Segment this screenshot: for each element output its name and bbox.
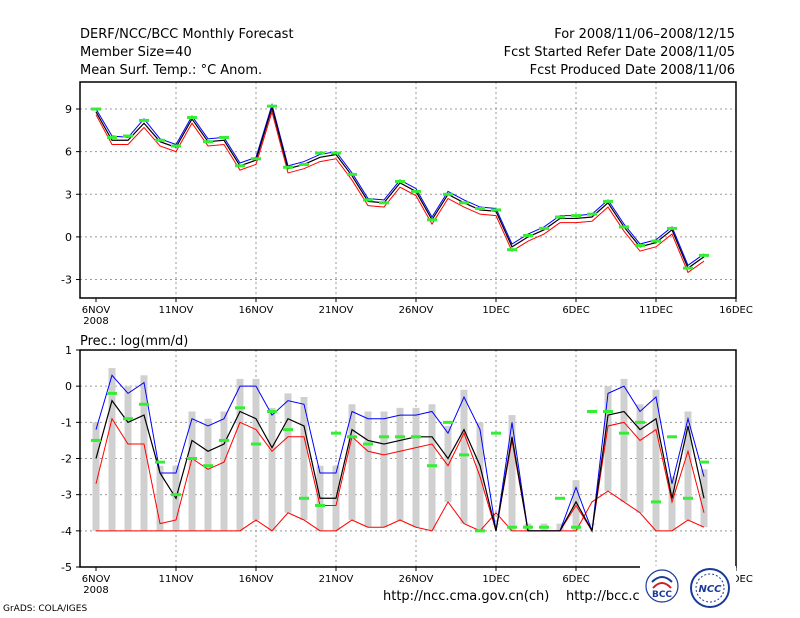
prec-spread-box [508, 415, 516, 531]
chart-title: DERF/NCC/BCC Monthly Forecast [80, 27, 294, 42]
temp-upper-line [95, 102, 705, 267]
prec-ytick-label: -3 [61, 489, 72, 502]
temp-xsublabel: 2008 [83, 316, 108, 327]
prec-spread-box [236, 378, 244, 531]
prec-spread-box [588, 523, 596, 525]
forecast-period: For 2008/11/06–2008/12/15 [554, 27, 735, 42]
prec-title: Prec.: log(mm/d) [80, 334, 188, 349]
prec-xtick-label: 21NOV [319, 574, 354, 585]
grads-credit: GrADS: COLA/IGES [3, 604, 88, 614]
prec-spread-box [124, 386, 132, 531]
prec-spread-box [396, 407, 404, 520]
prec-lower-line [95, 417, 705, 533]
prec-spread-box [284, 393, 292, 513]
temp-xtick-label: 6NOV [82, 305, 111, 316]
prec-spread-box [412, 407, 420, 528]
temp-lower-line [95, 110, 705, 274]
prec-min-line [96, 490, 705, 532]
temp-frame [79, 81, 737, 299]
temp-xtick-label: 11NOV [159, 305, 194, 316]
prec-spread-box [428, 404, 436, 531]
prec-spread-box [684, 411, 692, 520]
prec-spread-box [220, 411, 228, 531]
prec-spread-box [380, 411, 388, 528]
temp-xtick-label: 1DEC [482, 305, 509, 316]
temp-ytick-label: 6 [65, 146, 72, 159]
prec-xtick-label: 1DEC [482, 574, 509, 585]
prec-upper-line [95, 374, 705, 532]
prec-spread-box [492, 523, 500, 525]
temp-xtick-label: 21NOV [319, 305, 354, 316]
prec-spread-box [444, 425, 452, 502]
temp-xtick-label: 6DEC [562, 305, 589, 316]
prec-spread-box [620, 378, 628, 502]
bcc-logo-icon: BCC [645, 569, 679, 603]
prec-spread-box [364, 411, 372, 528]
start-date: Fcst Started Refer Date 2008/11/05 [503, 45, 735, 60]
prec-spread-box [204, 418, 212, 531]
prec-spread-box [300, 397, 308, 520]
produced-date: Fcst Produced Date 2008/11/06 [529, 63, 735, 78]
variable-label: Mean Surf. Temp.: °C Anom. [80, 63, 263, 78]
ncc-logo-text: NCC [698, 584, 722, 595]
prec-ytick-label: -1 [61, 416, 72, 429]
prec-spread-box [140, 375, 148, 531]
temp-xtick-label: 26NOV [399, 305, 434, 316]
prec-ytick-label: 1 [65, 344, 72, 357]
prec-ytick-label: -2 [61, 453, 72, 466]
temp-ytick-label: 0 [65, 231, 72, 244]
prec-mean-line [95, 399, 705, 533]
prec-xtick-label: 6DEC [562, 574, 589, 585]
member-size: Member Size=40 [80, 45, 192, 60]
prec-xtick-label: 11NOV [159, 574, 194, 585]
prec-xtick-label: 16NOV [239, 574, 274, 585]
prec-spread-box [252, 378, 260, 520]
prec-spread-box [556, 523, 564, 531]
temp-xtick-label: 16DEC [719, 305, 753, 316]
prec-ytick-label: 0 [65, 380, 72, 393]
prec-xtick-label: 16DEC [719, 574, 753, 585]
prec-spread-box [188, 411, 196, 531]
prec-panel: 1 0 -1 -2 -3 -4 -5 6NOV 11NOV 16NOV 21NOV 26NOV 1DEC… [61, 344, 753, 596]
temp-ytick-label: 9 [65, 103, 72, 116]
ncc-logo-icon: NCC [690, 568, 730, 608]
temp-panel: 9 6 3 0 -3 6NOV 11NOV 16NOV 21NOV 26NOV 1DEC 6DEC 11… [61, 81, 753, 327]
prec-spread-box [348, 404, 356, 520]
prec-xtick-label: 6NOV [82, 574, 111, 585]
prec-spread-box [604, 386, 612, 492]
url-bcc[interactable]: http://bcc.c [566, 589, 640, 604]
prec-ytick-label: -5 [61, 561, 72, 574]
prec-xsublabel: 2008 [83, 585, 108, 596]
prec-spread-box [668, 476, 676, 531]
prec-spread-box [108, 368, 116, 531]
bcc-logo-text: BCC [652, 590, 672, 600]
bcc-ncc-logo: BCC NCC [640, 566, 736, 610]
prec-ytick-label: -4 [61, 525, 72, 538]
temp-ytick-label: 3 [65, 188, 72, 201]
url-ncc[interactable]: http://ncc.cma.gov.cn(ch) [383, 589, 550, 604]
temp-xtick-label: 16NOV [239, 305, 274, 316]
prec-xtick-label: 26NOV [399, 574, 434, 585]
prec-spread-box [92, 422, 100, 531]
temp-ytick-label: -3 [61, 274, 72, 287]
prec-spread-box [636, 404, 644, 513]
prec-spread-box [460, 389, 468, 524]
prec-spread-box [156, 465, 164, 531]
temp-xtick-label: 11DEC [639, 305, 673, 316]
prec-spread-box [652, 389, 660, 531]
prec-spread-box [268, 407, 276, 531]
